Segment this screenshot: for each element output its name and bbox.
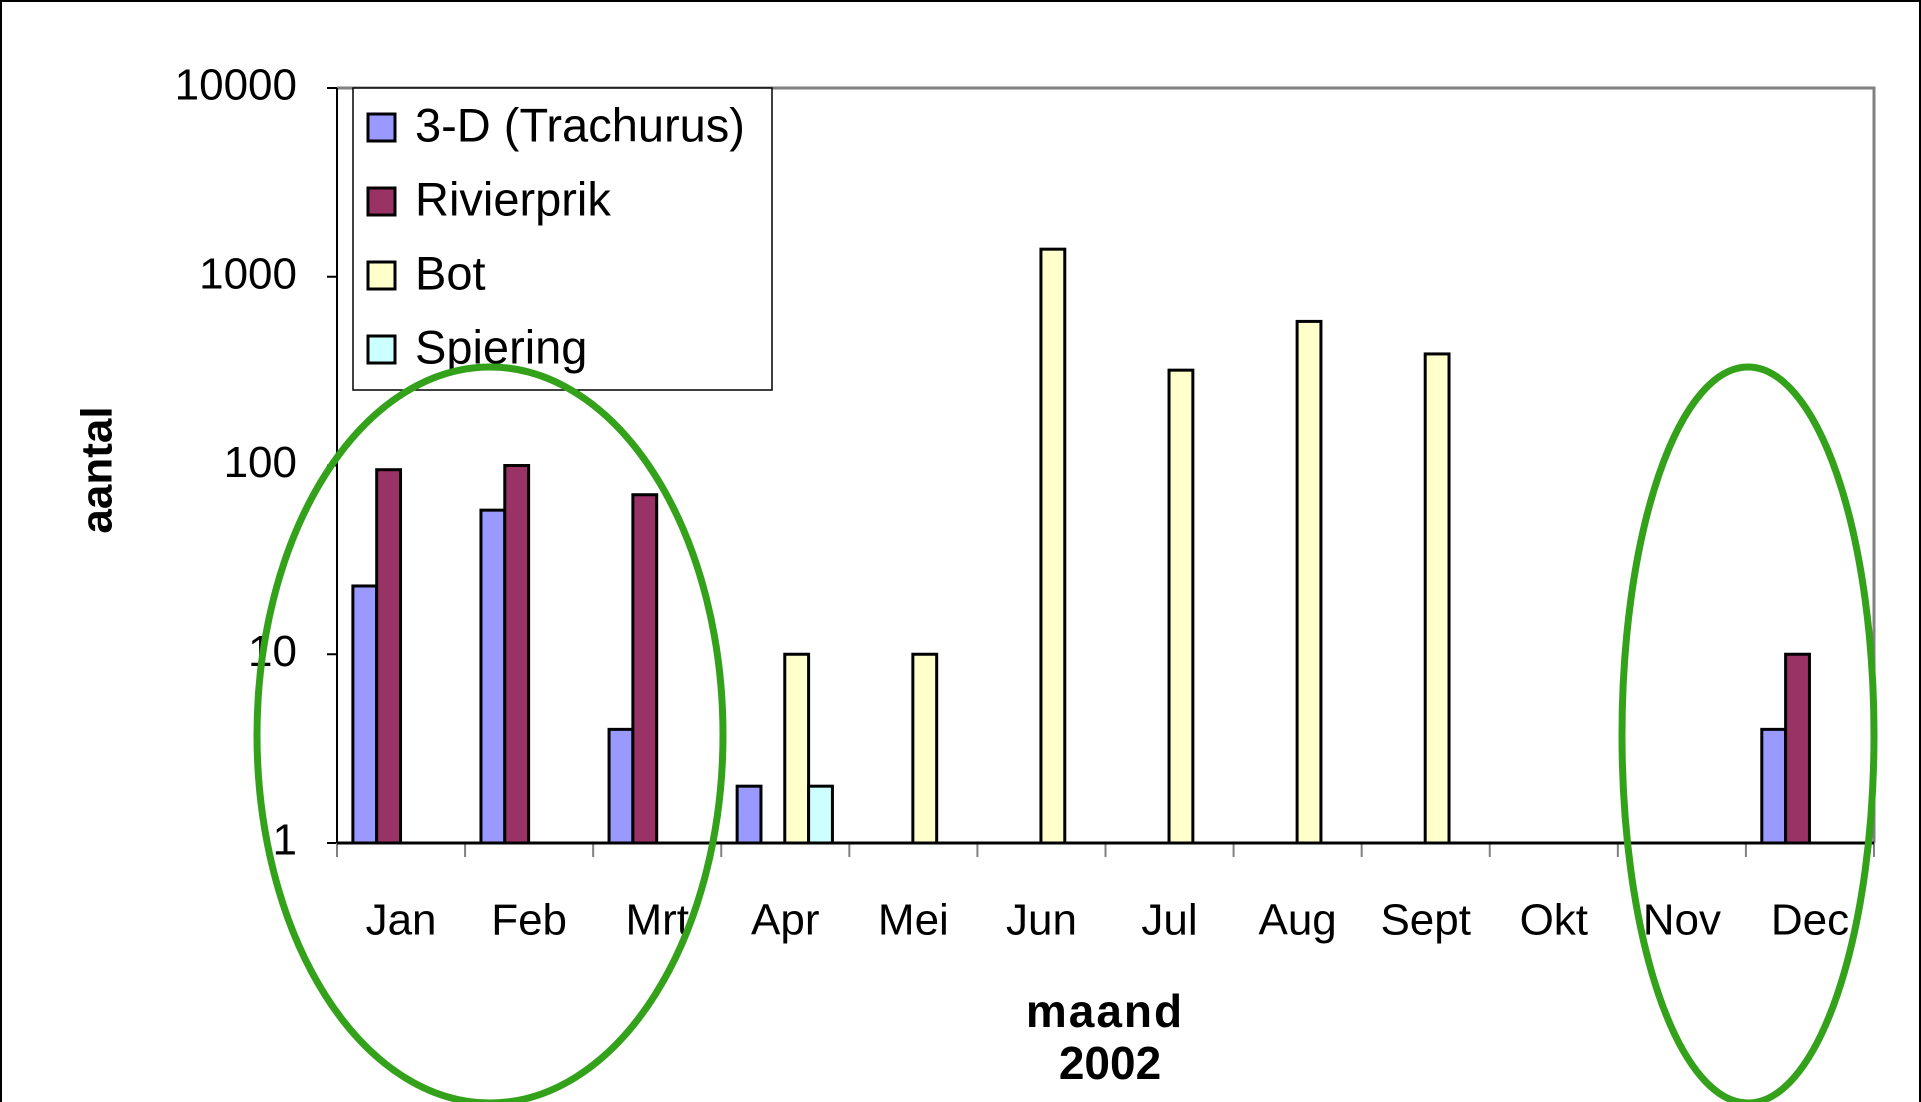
bar — [503, 464, 531, 845]
x-axis-title: maand — [1026, 985, 1184, 1037]
bar — [1295, 319, 1323, 845]
bar — [479, 508, 507, 845]
bar — [1423, 352, 1451, 845]
highlight-ellipse — [1618, 363, 1878, 1102]
x-tick-label: Apr — [751, 896, 819, 945]
x-tick-label: Mrt — [625, 896, 689, 945]
y-axis-title: aantal — [73, 406, 122, 533]
y-tick-label: 100 — [224, 438, 297, 487]
legend-swatch — [366, 334, 397, 365]
y-tick-label: 10 — [248, 627, 297, 676]
y-tick-label: 1000 — [199, 249, 297, 298]
legend-label: Rivierprik — [415, 172, 611, 225]
legend-label: Bot — [415, 246, 486, 299]
bar — [783, 652, 811, 845]
x-tick-label: Jan — [366, 896, 437, 945]
x-axis-title: 2002 — [1059, 1037, 1161, 1089]
bar — [807, 784, 834, 845]
legend-swatch — [366, 112, 397, 143]
bar — [1039, 247, 1067, 845]
x-tick-label: Dec — [1771, 896, 1849, 945]
y-tick-label: 1 — [273, 816, 297, 865]
bar — [607, 727, 635, 845]
bar — [735, 784, 763, 845]
y-tick-label: 10000 — [175, 61, 297, 110]
x-tick-label: Aug — [1258, 896, 1336, 945]
x-tick-label: Okt — [1520, 896, 1588, 945]
x-tick-label: Sept — [1380, 896, 1471, 945]
x-tick-label: Mei — [878, 896, 949, 945]
x-tick-label: Jun — [1006, 896, 1077, 945]
bar — [631, 493, 659, 845]
bar — [375, 468, 403, 845]
x-tick-label: Feb — [491, 896, 567, 945]
x-tick-label: Nov — [1643, 896, 1721, 945]
bar — [351, 584, 379, 845]
bar — [911, 652, 939, 845]
bar — [1167, 368, 1195, 845]
plot-border — [337, 86, 1876, 843]
legend-label: 3-D (Trachurus) — [415, 98, 745, 151]
legend-box — [352, 87, 773, 391]
legend-swatch — [366, 186, 397, 217]
x-tick-label: Jul — [1141, 896, 1197, 945]
bar — [1784, 652, 1811, 845]
highlight-ellipse — [253, 363, 727, 1102]
bar — [1760, 727, 1788, 845]
legend-swatch — [366, 260, 397, 291]
